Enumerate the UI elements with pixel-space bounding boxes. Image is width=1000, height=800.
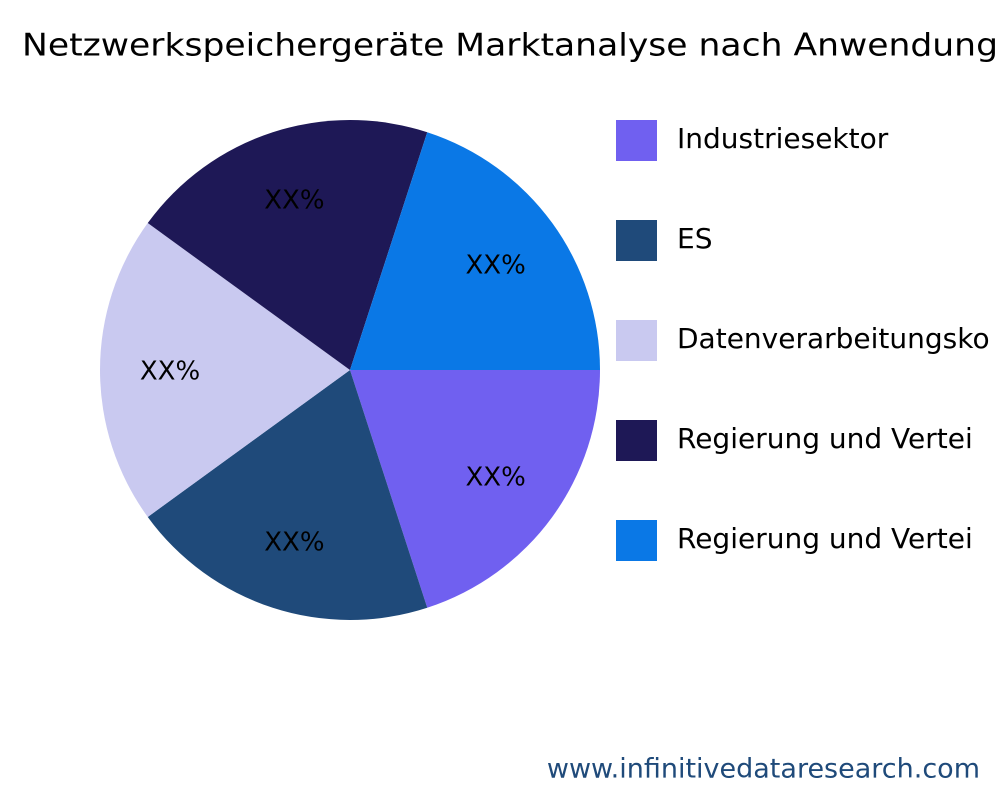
legend-label: Datenverarbeitungsko <box>677 322 990 355</box>
data-label: XX% <box>264 185 324 215</box>
pie-slice <box>147 120 428 370</box>
data-label: XX% <box>140 357 200 387</box>
data-label: XX% <box>465 462 525 492</box>
pie-slice <box>350 370 600 608</box>
legend-swatch <box>616 420 657 461</box>
legend-label: Regierung und Vertei <box>677 522 973 555</box>
data-label: XX% <box>465 251 525 281</box>
footer: www.infinitivedataresearch.com <box>547 754 980 785</box>
legend-label: ES <box>677 222 712 255</box>
legend-swatch <box>616 520 657 561</box>
legend-label: Industriesektor <box>677 122 889 155</box>
legend-label: Regierung und Vertei <box>677 422 973 455</box>
legend-swatch <box>616 220 657 261</box>
legend-swatch <box>616 320 657 361</box>
chart-title: Netzwerkspeichergeräte Marktanalyse nach… <box>22 28 998 64</box>
data-label: XX% <box>264 528 324 558</box>
pie-slice <box>100 223 350 517</box>
legend-swatch <box>616 120 657 161</box>
pie-slice <box>147 370 428 620</box>
pie-slice <box>350 132 600 370</box>
